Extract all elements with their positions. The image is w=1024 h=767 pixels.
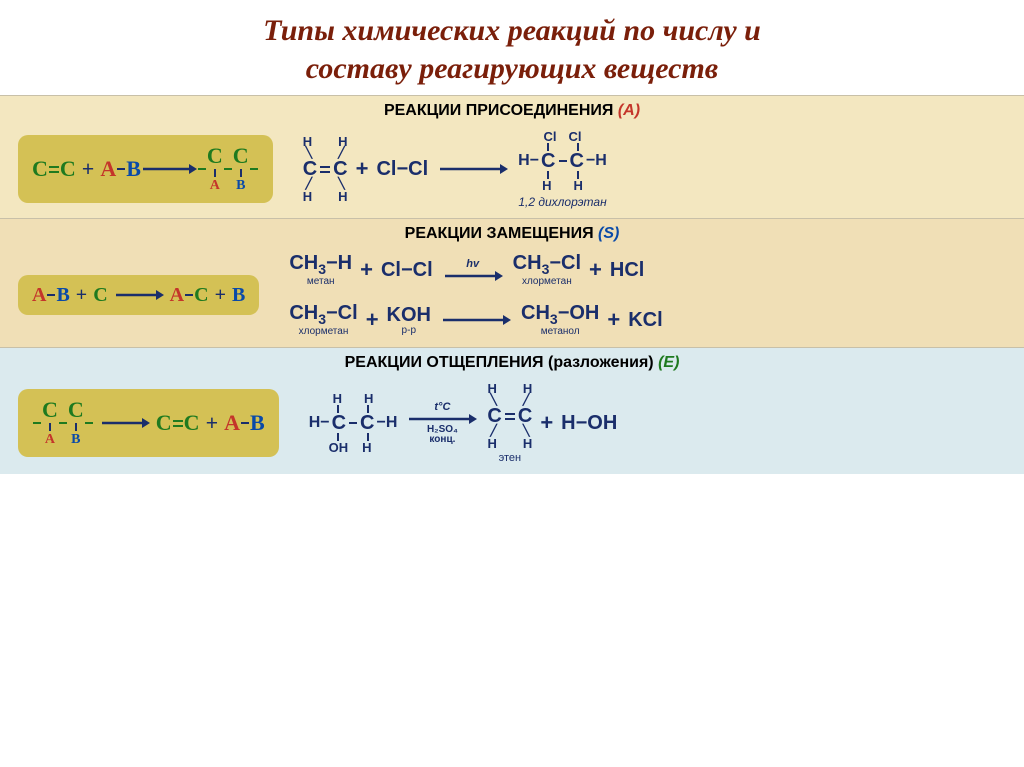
arrow-icon [100, 416, 150, 430]
arrow-icon [441, 313, 511, 327]
title-line-1: Типы химических реакций по числу и [20, 12, 1004, 50]
example-elimination: HH H−CC−H OHH t°C H₂SO₄ конц. HH ╲╱ CC [309, 382, 1006, 464]
condition-conc: конц. [429, 435, 455, 445]
section-elimination-title-text: РЕАКЦИИ ОТЩЕПЛЕНИЯ (разложения) [345, 354, 658, 371]
water-formula: H−OH [561, 413, 617, 434]
section-elimination-title: РЕАКЦИИ ОТЩЕПЛЕНИЯ (разложения) (E) [0, 348, 1024, 376]
title-line-2: составу реагирующих веществ [20, 50, 1004, 88]
condition-temp: t°C [434, 402, 450, 413]
example-substitution: CH3−Hметан + Cl−Cl hv CH3−Clхлорметан + … [289, 253, 1006, 337]
scheme-addition: CC + AB CA CB [18, 135, 273, 203]
section-substitution-title-text: РЕАКЦИИ ЗАМЕЩЕНИЯ [405, 225, 598, 242]
scheme-substitution: AB + C AC + B [18, 275, 259, 315]
product-label-ethene: этен [499, 453, 521, 464]
section-addition-letter: (A) [618, 102, 640, 119]
arrow-icon [407, 413, 477, 425]
section-substitution-letter: (S) [598, 225, 619, 242]
section-elimination: РЕАКЦИИ ОТЩЕПЛЕНИЯ (разложения) (E) CA C… [0, 347, 1024, 474]
scheme-elimination: CA CB CC + AB [18, 389, 279, 457]
condition-acid: H₂SO₄ [427, 425, 458, 435]
arrow-icon [438, 162, 508, 176]
example-addition: HH ╲╱ CC ╱╲ HH + Cl−Cl ClCl H−CC−H HH 1,… [303, 130, 1006, 208]
main-title: Типы химических реакций по числу и соста… [0, 0, 1024, 95]
arrow-icon [443, 270, 503, 282]
arrow-icon [114, 288, 164, 302]
section-substitution: РЕАКЦИИ ЗАМЕЩЕНИЯ (S) AB + C AC + B CH3−… [0, 218, 1024, 347]
section-addition-title: РЕАКЦИИ ПРИСОЕДИНЕНИЯ (A) [0, 96, 1024, 124]
section-elimination-letter: (E) [658, 354, 679, 371]
section-addition-title-text: РЕАКЦИИ ПРИСОЕДИНЕНИЯ [384, 102, 618, 119]
product-label: 1,2 дихлорэтан [518, 196, 606, 208]
section-substitution-title: РЕАКЦИИ ЗАМЕЩЕНИЯ (S) [0, 219, 1024, 247]
arrow-icon [141, 162, 197, 176]
section-addition: РЕАКЦИИ ПРИСОЕДИНЕНИЯ (A) CC + AB CA CB … [0, 95, 1024, 218]
